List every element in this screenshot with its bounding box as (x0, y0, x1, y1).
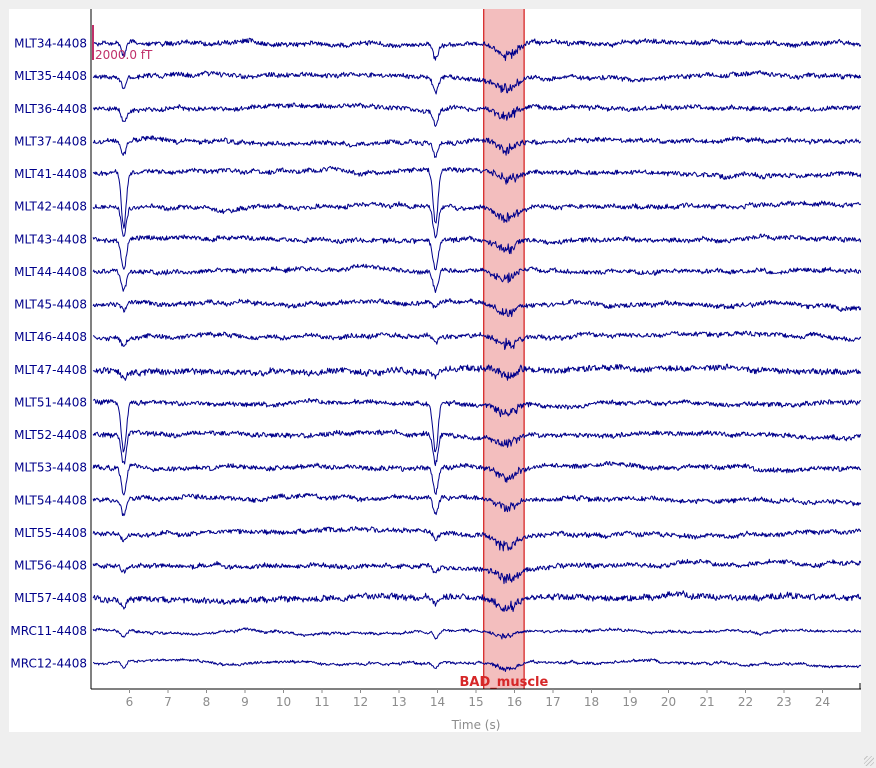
x-tick-label: 11 (314, 695, 329, 709)
x-tick-label: 8 (203, 695, 211, 709)
trace-mlt45-4408[interactable] (92, 298, 861, 318)
trace-mlt54-4408[interactable] (92, 493, 861, 517)
x-tick-label: 13 (391, 695, 406, 709)
meg-traces-plot[interactable]: BAD_muscle 6 7 8 9 10 11 12 13 14 15 16 17 18 19 20 21 2… (9, 9, 861, 732)
scale-bar-label: 2000.0 fT (95, 48, 153, 62)
annotation-label: BAD_muscle (460, 675, 549, 690)
x-axis-title: Time (s) (451, 718, 501, 732)
channel-label-mlt47-4408[interactable]: MLT47-4408 (14, 363, 87, 377)
channel-label-mlt56-4408[interactable]: MLT56-4408 (14, 559, 87, 573)
channel-label-mlt53-4408[interactable]: MLT53-4408 (14, 461, 87, 475)
x-tick-label: 17 (545, 695, 560, 709)
channel-label-mlt57-4408[interactable]: MLT57-4408 (14, 591, 87, 605)
channel-label-mrc12-4408[interactable]: MRC12-4408 (10, 656, 87, 670)
x-tick-label: 20 (661, 695, 676, 709)
channel-label-mlt36-4408[interactable]: MLT36-4408 (14, 102, 87, 116)
channel-label-mlt55-4408[interactable]: MLT55-4408 (14, 526, 87, 540)
channel-label-mrc11-4408[interactable]: MRC11-4408 (10, 624, 87, 638)
trace-mlt46-4408[interactable] (92, 330, 861, 350)
channel-label-mlt54-4408[interactable]: MLT54-4408 (14, 493, 87, 507)
trace-mlt53-4408[interactable] (92, 461, 861, 496)
channel-label-mlt43-4408[interactable]: MLT43-4408 (14, 232, 87, 246)
trace-mlt42-4408[interactable] (92, 200, 861, 239)
x-tick-label: 21 (699, 695, 714, 709)
x-tick-label: 16 (507, 695, 522, 709)
trace-mlt52-4408[interactable] (92, 429, 861, 467)
channel-label-mlt41-4408[interactable]: MLT41-4408 (14, 167, 87, 181)
trace-mlt57-4408[interactable] (92, 590, 861, 612)
x-tick-label: 19 (622, 695, 637, 709)
trace-mlt37-4408[interactable] (92, 135, 861, 158)
trace-mlt43-4408[interactable] (92, 233, 861, 271)
channel-label-mlt44-4408[interactable]: MLT44-4408 (14, 265, 87, 279)
trace-mlt55-4408[interactable] (92, 526, 861, 552)
channel-label-mlt52-4408[interactable]: MLT52-4408 (14, 428, 87, 442)
meg-raw-browser-figure: BAD_muscle 6 7 8 9 10 11 12 13 14 15 16 17 18 19 20 21 2… (9, 9, 861, 732)
trace-mrc11-4408[interactable] (92, 627, 861, 640)
channel-label-mlt35-4408[interactable]: MLT35-4408 (14, 69, 87, 83)
trace-mlt36-4408[interactable] (92, 102, 861, 127)
trace-mlt34-4408[interactable] (92, 37, 861, 62)
trace-mrc12-4408[interactable] (93, 658, 861, 672)
x-tick-label: 14 (430, 695, 445, 709)
channel-label-mlt42-4408[interactable]: MLT42-4408 (14, 200, 87, 214)
channel-label-mlt45-4408[interactable]: MLT45-4408 (14, 298, 87, 312)
trace-mlt44-4408[interactable] (92, 263, 861, 293)
x-tick-label: 22 (738, 695, 753, 709)
channel-label-mlt34-4408[interactable]: MLT34-4408 (14, 37, 87, 51)
channel-label-mlt37-4408[interactable]: MLT37-4408 (14, 134, 87, 148)
x-tick-label: 15 (468, 695, 483, 709)
x-tick-label: 10 (276, 695, 291, 709)
x-tick-label: 6 (126, 695, 134, 709)
x-tick-label: 9 (241, 695, 249, 709)
x-tick-label: 12 (353, 695, 368, 709)
channel-label-mlt46-4408[interactable]: MLT46-4408 (14, 330, 87, 344)
x-tick-label: 7 (164, 695, 172, 709)
resize-grip-icon[interactable] (864, 756, 874, 766)
trace-mlt51-4408[interactable] (93, 398, 861, 453)
x-tick-label: 18 (584, 695, 599, 709)
trace-mlt47-4408[interactable] (92, 363, 861, 381)
trace-mlt56-4408[interactable] (92, 558, 861, 585)
x-tick-label: 23 (776, 695, 791, 709)
x-tick-label: 24 (815, 695, 830, 709)
trace-mlt41-4408[interactable] (92, 165, 861, 229)
trace-mlt35-4408[interactable] (92, 70, 861, 95)
channel-label-mlt51-4408[interactable]: MLT51-4408 (14, 395, 87, 409)
